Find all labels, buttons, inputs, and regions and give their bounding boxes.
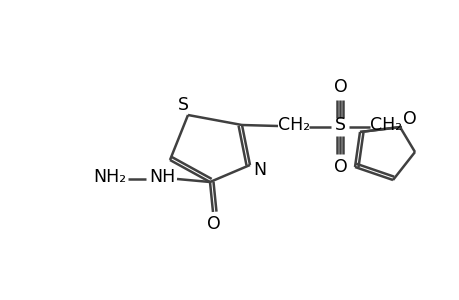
Text: NH₂: NH₂ [93,168,126,186]
Text: NH: NH [149,168,175,186]
Text: O: O [333,158,347,176]
Text: S: S [177,96,188,114]
Text: O: O [207,215,220,233]
Text: O: O [402,110,416,128]
Text: O: O [333,78,347,96]
Text: S: S [334,116,345,134]
Text: CH₂: CH₂ [369,116,401,134]
Text: CH₂: CH₂ [277,116,309,134]
Text: N: N [253,161,266,179]
